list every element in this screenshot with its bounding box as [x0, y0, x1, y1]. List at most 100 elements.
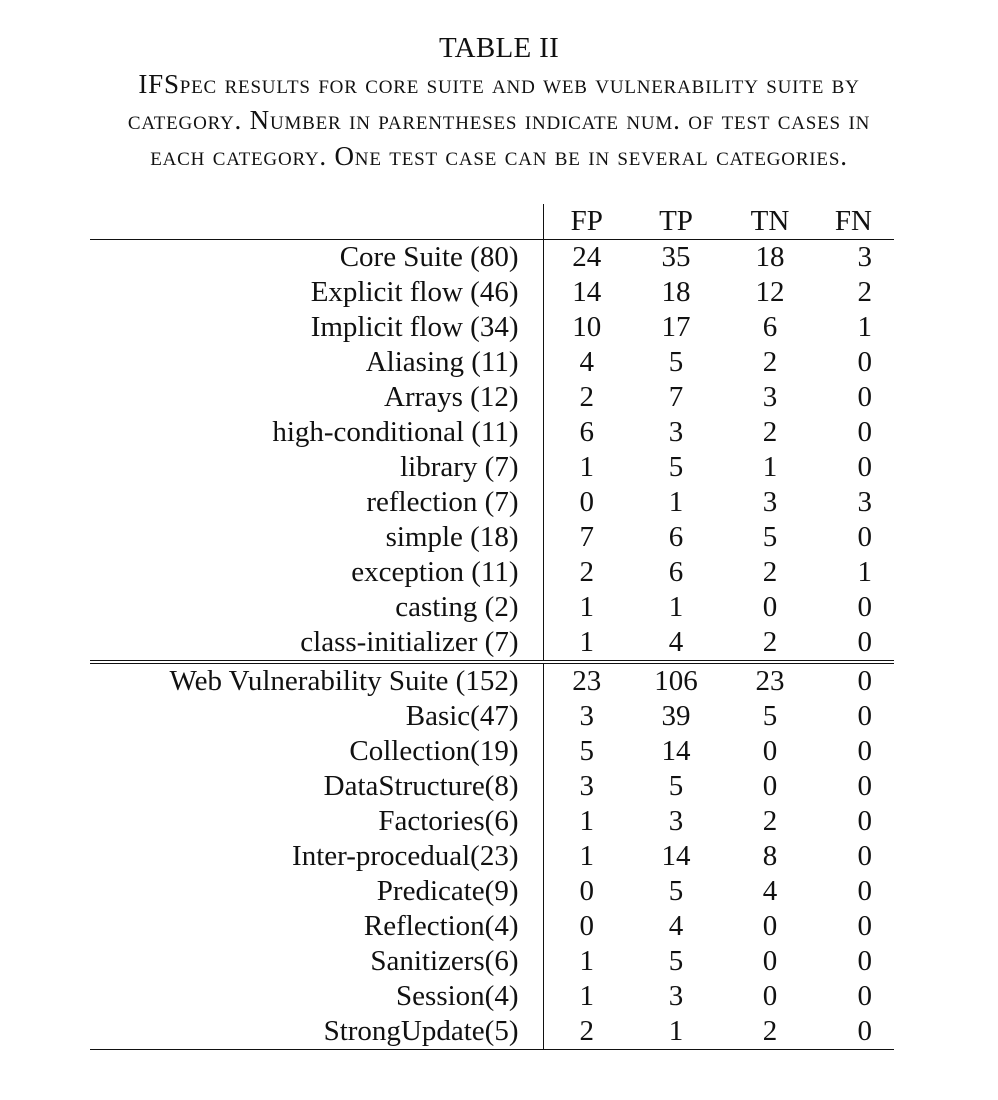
header-row: FP TP TN FN	[90, 204, 894, 240]
table-row: Collection(19) 5 14 0 0	[90, 734, 894, 769]
fn-cell: 0	[857, 875, 873, 907]
tn-cell: 5	[762, 700, 778, 732]
core-suite-section: Core Suite (80) 24 35 18 3 Explicit flow (46)…	[90, 239, 894, 662]
fp-cell: 1	[579, 805, 595, 837]
caption-line: each category. One test case can be in s…	[150, 141, 848, 171]
tp-cell: 39	[661, 700, 691, 732]
tp-cell: 1	[668, 486, 684, 518]
fp-cell: 4	[579, 346, 595, 378]
fp-cell: 1	[579, 980, 595, 1012]
fn-cell: 0	[857, 945, 873, 977]
fp-cell: 3	[579, 770, 595, 802]
fn-cell: 0	[857, 416, 873, 448]
table-row: Session(4) 1 3 0 0	[90, 979, 894, 1014]
tn-cell: 3	[762, 381, 778, 413]
tn-cell: 2	[762, 805, 778, 837]
tp-cell: 1	[630, 1014, 722, 1050]
fn-cell: 0	[818, 660, 894, 699]
row-label: class-initializer (7)	[90, 625, 544, 662]
fn-cell: 3	[818, 239, 894, 275]
row-label: Inter-procedual(23)	[90, 839, 544, 874]
tn-cell: 0	[762, 770, 778, 802]
fp-cell: 1	[579, 591, 595, 623]
fp-cell: 6	[579, 416, 595, 448]
tp-cell: 5	[668, 770, 684, 802]
tn-cell: 23	[722, 660, 818, 699]
tp-cell: 17	[661, 311, 691, 343]
row-label: StrongUpdate(5)	[90, 1014, 544, 1050]
fp-cell: 23	[543, 660, 630, 699]
tp-cell: 4	[668, 626, 684, 658]
row-label: DataStructure(8)	[90, 769, 544, 804]
tn-cell: 18	[722, 239, 818, 275]
tp-cell: 6	[668, 521, 684, 553]
fn-cell: 1	[857, 311, 873, 343]
fp-cell: 3	[579, 700, 595, 732]
row-label: Basic(47)	[90, 699, 544, 734]
fn-cell: 0	[857, 591, 873, 623]
suite-summary-row: Web Vulnerability Suite (152) 23 106 23 0	[90, 660, 894, 699]
tn-cell: 2	[762, 626, 778, 658]
tp-cell: 4	[668, 910, 684, 942]
row-label: Explicit flow (46)	[90, 275, 544, 310]
table-row: Inter-procedual(23) 1 14 8 0	[90, 839, 894, 874]
fn-cell: 0	[857, 626, 873, 658]
fp-cell: 1	[579, 451, 595, 483]
tn-cell: 0	[762, 591, 778, 623]
row-label: Web Vulnerability Suite (152)	[90, 660, 544, 699]
row-label: Session(4)	[90, 979, 544, 1014]
tn-cell: 2	[762, 346, 778, 378]
caption-line: category. Number in parentheses indicate…	[127, 105, 871, 135]
fp-cell: 14	[572, 276, 602, 308]
tn-cell: 4	[762, 875, 778, 907]
fp-cell: 10	[572, 311, 602, 343]
table-row: Explicit flow (46) 14 18 12 2	[90, 275, 894, 310]
header-label-cell	[90, 204, 544, 240]
fn-cell: 2	[857, 276, 873, 308]
column-header-fn: FN	[834, 205, 872, 237]
tp-cell: 6	[668, 556, 684, 588]
table-caption-text: IFSpec results for core suite and web vu…	[0, 66, 998, 174]
fn-cell: 0	[857, 346, 873, 378]
row-label: Aliasing (11)	[90, 345, 544, 380]
tn-cell: 0	[762, 980, 778, 1012]
tp-cell: 18	[661, 276, 691, 308]
fp-cell: 0	[579, 910, 595, 942]
tp-cell: 5	[668, 945, 684, 977]
tn-cell: 12	[755, 276, 785, 308]
table-row: Arrays (12) 2 7 3 0	[90, 380, 894, 415]
row-label: simple (18)	[90, 520, 544, 555]
fp-cell: 7	[579, 521, 595, 553]
table-row: Factories(6) 1 3 2 0	[90, 804, 894, 839]
fp-cell: 1	[579, 626, 595, 658]
fn-cell: 0	[857, 770, 873, 802]
tp-cell: 5	[668, 875, 684, 907]
tp-cell: 3	[668, 980, 684, 1012]
tn-cell: 3	[762, 486, 778, 518]
tp-cell: 7	[668, 381, 684, 413]
column-header-tp: TP	[659, 205, 693, 237]
table-caption: TABLE II IFSpec results for core suite a…	[0, 30, 998, 174]
web-suite-section: Web Vulnerability Suite (152) 23 106 23 0 Bas…	[90, 660, 894, 1050]
fp-cell: 1	[579, 840, 595, 872]
fp-cell: 2	[543, 1014, 630, 1050]
column-header-fp: FP	[570, 205, 603, 237]
row-label: casting (2)	[90, 590, 544, 625]
tp-cell: 35	[630, 239, 722, 275]
tp-cell: 3	[668, 416, 684, 448]
tn-cell: 8	[762, 840, 778, 872]
fp-cell: 5	[579, 735, 595, 767]
table-row: Implicit flow (34) 10 17 6 1	[90, 310, 894, 345]
table-row: StrongUpdate(5) 2 1 2 0	[90, 1014, 894, 1050]
tp-cell: 5	[668, 346, 684, 378]
fn-cell: 3	[857, 486, 873, 518]
tp-cell: 14	[661, 735, 691, 767]
table-row: DataStructure(8) 3 5 0 0	[90, 769, 894, 804]
fp-cell: 0	[579, 875, 595, 907]
tp-cell: 1	[668, 591, 684, 623]
table-row: class-initializer (7) 1 4 2 0	[90, 625, 894, 662]
table-row: Basic(47) 3 39 5 0	[90, 699, 894, 734]
tn-cell: 2	[722, 1014, 818, 1050]
table-row: Sanitizers(6) 1 5 0 0	[90, 944, 894, 979]
row-label: library (7)	[90, 450, 544, 485]
